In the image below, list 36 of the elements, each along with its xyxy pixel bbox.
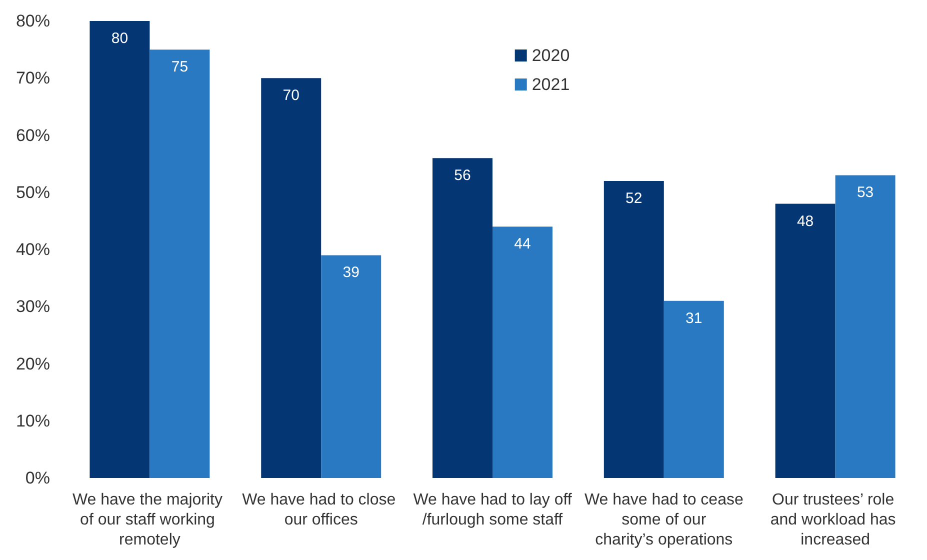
y-tick-label: 80%	[16, 12, 50, 30]
bar	[664, 300, 724, 478]
y-tick-label: 50%	[16, 182, 50, 202]
y-tick-label: 70%	[16, 68, 50, 88]
data-label: 53	[856, 184, 874, 202]
x-tick-label: We have had to cease some of our charity’s operations	[584, 492, 744, 548]
data-label: 56	[454, 167, 471, 184]
y-tick-label: 60%	[16, 126, 50, 145]
bar	[604, 180, 664, 478]
bar	[321, 255, 382, 478]
x-tick-label: We have the majority of our staff working remotely	[72, 492, 227, 548]
x-tick-label: Our trustees’ role and workload has increased	[770, 492, 900, 548]
data-label: 75	[171, 58, 188, 76]
bar	[775, 204, 836, 478]
data-label: 48	[796, 212, 814, 230]
data-label: 31	[686, 310, 702, 327]
data-label: 52	[626, 190, 642, 207]
y-tick-label: 30%	[16, 297, 50, 316]
bar	[492, 226, 552, 478]
bar	[90, 21, 150, 478]
data-label: 70	[282, 87, 300, 104]
legend-label: 2021	[532, 75, 570, 94]
data-label: 39	[342, 264, 360, 282]
bar	[261, 78, 322, 478]
bar	[432, 158, 492, 478]
legend-label: 2020	[532, 46, 570, 65]
y-tick-label: 40%	[16, 240, 50, 259]
x-tick-label: We have had to lay off/furlough some staff	[413, 492, 572, 528]
bar	[835, 175, 896, 478]
y-tick-label: 20%	[16, 354, 50, 374]
y-tick-label: 10%	[16, 411, 50, 430]
data-label: 80	[111, 30, 128, 47]
data-label: 44	[514, 236, 531, 253]
y-tick-label: 0%	[25, 468, 50, 488]
bar	[150, 50, 210, 478]
x-tick-label: We have had to close our offices	[242, 492, 400, 528]
